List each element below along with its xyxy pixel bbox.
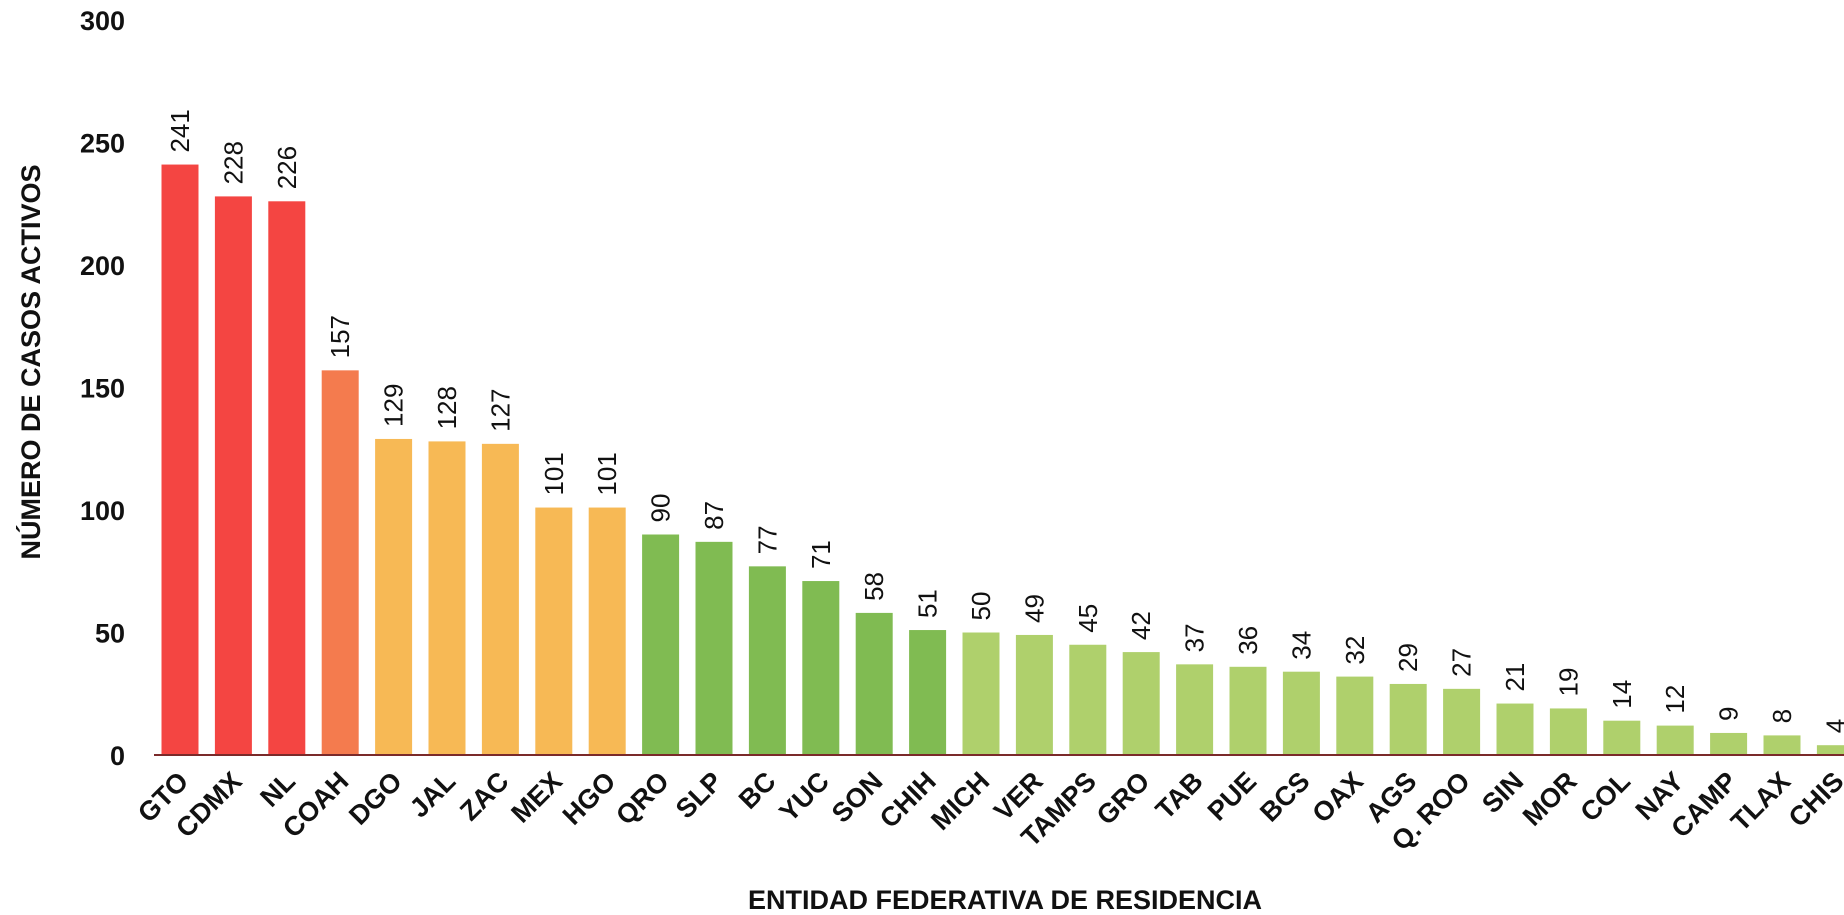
x-tick-label: SON [826,766,889,829]
bar [535,507,573,755]
data-label: 77 [752,525,782,554]
y-tick-label: 300 [80,6,125,36]
x-tick-label: ZAC [454,766,514,826]
bar [1069,644,1107,755]
y-tick-label: 0 [110,741,125,771]
data-label: 29 [1393,643,1423,672]
data-label: 87 [699,501,729,530]
bar [161,164,199,756]
data-label: 58 [859,572,889,601]
x-tick-label: CHIH [874,766,942,834]
data-label: 14 [1607,680,1637,709]
bar [962,632,1000,755]
bar [1496,703,1534,755]
data-label: 36 [1233,626,1263,655]
y-axis-title: NÚMERO DE CASOS ACTIVOS [15,164,46,559]
data-label: 4 [1820,719,1844,733]
data-label: 71 [806,540,836,569]
bar [642,534,680,755]
bar [909,630,947,755]
bar [1656,725,1694,755]
bar [214,196,252,755]
x-tick-label: GRO [1091,766,1156,831]
bar [1549,708,1587,755]
data-label: 50 [966,592,996,621]
y-tick-label: 150 [80,374,125,404]
y-axis-ticks: 0 50 100 150 200 250 300 [80,6,125,771]
bar [481,443,519,755]
data-label: 241 [165,109,195,152]
y-tick-label: 250 [80,129,125,159]
data-label: 90 [646,494,676,523]
data-label: 101 [592,452,622,495]
data-label: 8 [1767,709,1797,723]
data-label: 19 [1553,668,1583,697]
bar [1229,666,1267,755]
data-label: 51 [913,589,943,618]
data-label: 42 [1126,611,1156,640]
x-tick-label: MICH [925,766,995,836]
data-label: 32 [1340,636,1370,665]
data-label: 12 [1660,685,1690,714]
x-tick-label: BCS [1254,766,1316,828]
data-label: 27 [1447,648,1477,677]
bar [1710,732,1748,755]
bar [1389,683,1427,755]
bar [1603,720,1641,755]
bar [1015,634,1053,755]
bar [375,438,413,755]
bar [588,507,626,755]
bar [695,541,733,755]
bar [1443,688,1481,755]
bar [268,201,306,756]
data-label: 128 [432,386,462,429]
data-label: 9 [1714,706,1744,720]
x-tick-label: MEX [505,766,568,829]
bar [1282,671,1320,755]
bar [748,566,786,755]
data-label: 228 [218,141,248,184]
x-tick-label: SLP [670,766,728,824]
x-tick-label: JAL [404,766,461,823]
x-tick-label: OAX [1306,766,1369,829]
data-label: 101 [539,452,569,495]
x-tick-label: DGO [343,766,408,831]
data-label: 45 [1073,604,1103,633]
x-axis-title: ENTIDAD FEDERATIVA DE RESIDENCIA [748,885,1262,915]
y-tick-label: 200 [80,251,125,281]
bar [1816,745,1844,755]
x-tick-label: CHIS [1783,766,1844,833]
x-tick-label: COL [1575,766,1637,828]
bar [855,612,893,755]
data-label: 157 [325,315,355,358]
x-tick-label: MOR [1517,766,1583,832]
x-tick-label: QRO [610,766,675,831]
x-tick-label: TLAX [1725,766,1796,837]
bar [1122,652,1160,755]
data-label: 37 [1180,623,1210,652]
bar [428,441,466,755]
y-tick-label: 50 [95,619,125,649]
data-label: 129 [379,384,409,427]
bar [1176,664,1214,755]
bar [321,370,359,755]
data-label: 127 [485,388,515,431]
data-label: 21 [1500,663,1530,692]
bar [1763,735,1801,755]
data-label: 226 [272,146,302,189]
bar [1336,676,1374,755]
data-label: 34 [1286,631,1316,660]
x-tick-label: TAB [1150,766,1209,825]
x-tick-label: PUE [1202,766,1262,826]
data-label: 49 [1019,594,1049,623]
y-tick-label: 100 [80,496,125,526]
x-tick-label: HGO [557,766,622,831]
bar [802,581,840,755]
bars [161,164,1844,756]
x-tick-label: YUC [774,766,836,828]
